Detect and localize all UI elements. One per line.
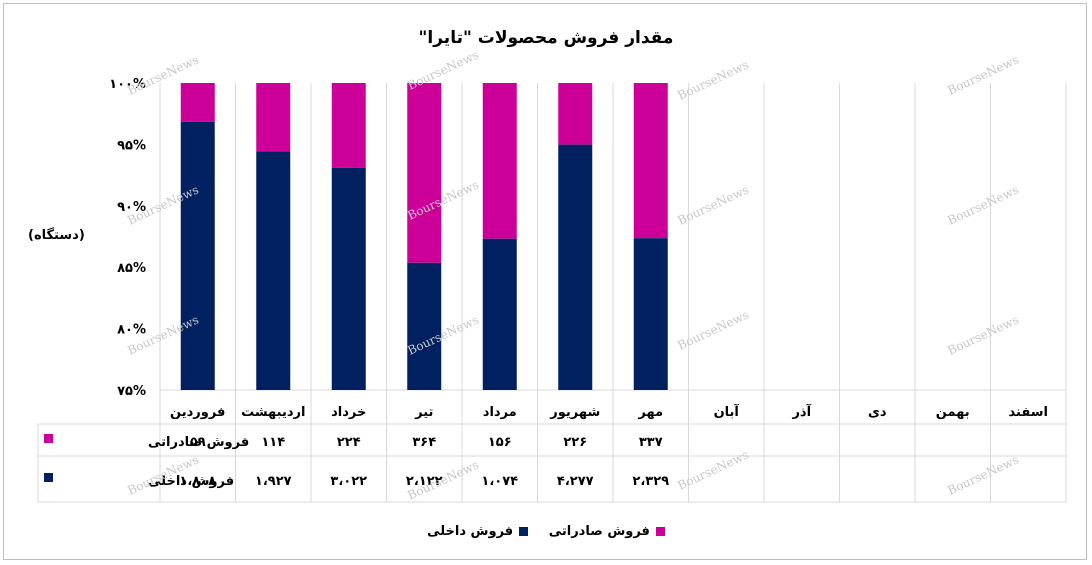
table-cell-export: ۲۲۴	[337, 435, 361, 450]
x-category-label: آذر	[791, 403, 811, 420]
x-category-label: شهریور	[549, 405, 600, 420]
x-category-label: خرداد	[331, 405, 366, 420]
bar-domestic	[482, 238, 517, 390]
x-category-label: دی	[868, 405, 887, 420]
table-cell-export: ۲۲۶	[563, 435, 587, 450]
watermark-text: BourseNews	[675, 448, 751, 493]
watermark-text: BourseNews	[945, 183, 1021, 228]
table-cell-domestic: ۱،۹۲۷	[255, 474, 292, 489]
y-tick-label: ۱۰۰%	[109, 77, 146, 92]
y-axis-unit-label: (دستگاه)	[28, 228, 85, 243]
y-tick-label: ۷۵%	[117, 384, 146, 399]
table-row-label-domestic: فروش داخلی	[148, 474, 234, 489]
table-cell-domestic: ۴،۲۷۷	[557, 474, 594, 489]
table-cell-export: ۱۵۶	[488, 435, 512, 450]
bar-export	[331, 83, 366, 168]
x-category-label: اردیبهشت	[241, 405, 305, 420]
bar-domestic	[633, 238, 668, 390]
x-category-label: بهمن	[936, 405, 970, 420]
x-category-label: اسفند	[1009, 405, 1048, 420]
table-key-domestic	[44, 473, 53, 482]
bar-domestic	[256, 151, 291, 390]
watermark-text: BourseNews	[405, 48, 481, 93]
y-tick-label: ۹۵%	[117, 138, 146, 153]
legend-label-export: فروش صادراتی	[548, 524, 650, 539]
chart-title: مقدار فروش محصولات "تایرا"	[418, 28, 674, 48]
bar-export	[407, 83, 442, 263]
table-key-export	[44, 434, 53, 443]
legend-item-export: فروش صادراتی	[549, 524, 665, 539]
bar-export	[482, 83, 517, 239]
table-row-label-export: فروش صادراتی	[148, 435, 249, 450]
watermark-text: BourseNews	[945, 313, 1021, 358]
table-cell-domestic: ۱،۸۰۸	[179, 474, 216, 489]
bar-domestic	[407, 262, 442, 390]
table-cell-export: ۱۱۴	[261, 435, 285, 450]
table-cell-export: ۳۶۴	[412, 435, 436, 450]
bar-export	[180, 83, 215, 122]
x-category-label: مرداد	[483, 405, 517, 420]
y-tick-label: ۸۰%	[117, 323, 146, 338]
legend-swatch-domestic	[519, 527, 529, 536]
table-cell-export: ۵۹	[190, 435, 206, 450]
legend-swatch-export	[655, 527, 665, 536]
table-cell-domestic: ۱،۰۷۴	[481, 474, 518, 489]
legend: فروش صادراتی فروش داخلی	[0, 524, 1092, 540]
x-category-label: مهر	[637, 405, 663, 420]
bar-domestic	[180, 121, 215, 390]
watermark-text: BourseNews	[675, 183, 751, 228]
table-cell-export: ۳۳۷	[639, 435, 663, 450]
legend-item-domestic: فروش داخلی	[427, 524, 529, 539]
bar-export	[558, 83, 593, 145]
bar-domestic	[558, 144, 593, 390]
watermark-text: BourseNews	[675, 58, 751, 103]
x-category-label: آبان	[714, 403, 740, 420]
y-tick-label: ۹۰%	[117, 200, 146, 215]
table-cell-domestic: ۳،۰۲۲	[330, 474, 367, 489]
x-category-label: تیر	[414, 405, 433, 420]
bar-domestic	[331, 167, 366, 390]
table-cell-domestic: ۲،۳۲۹	[632, 474, 669, 489]
x-category-label: فروردین	[170, 405, 225, 420]
watermark-text: BourseNews	[675, 308, 751, 353]
bar-export	[633, 83, 668, 239]
y-tick-label: ۸۵%	[117, 261, 146, 276]
watermark-text: BourseNews	[945, 453, 1021, 498]
watermark-text: BourseNews	[945, 53, 1021, 98]
table-cell-domestic: ۲،۱۲۲	[406, 474, 443, 489]
bar-export	[256, 83, 291, 152]
legend-label-domestic: فروش داخلی	[427, 524, 514, 539]
